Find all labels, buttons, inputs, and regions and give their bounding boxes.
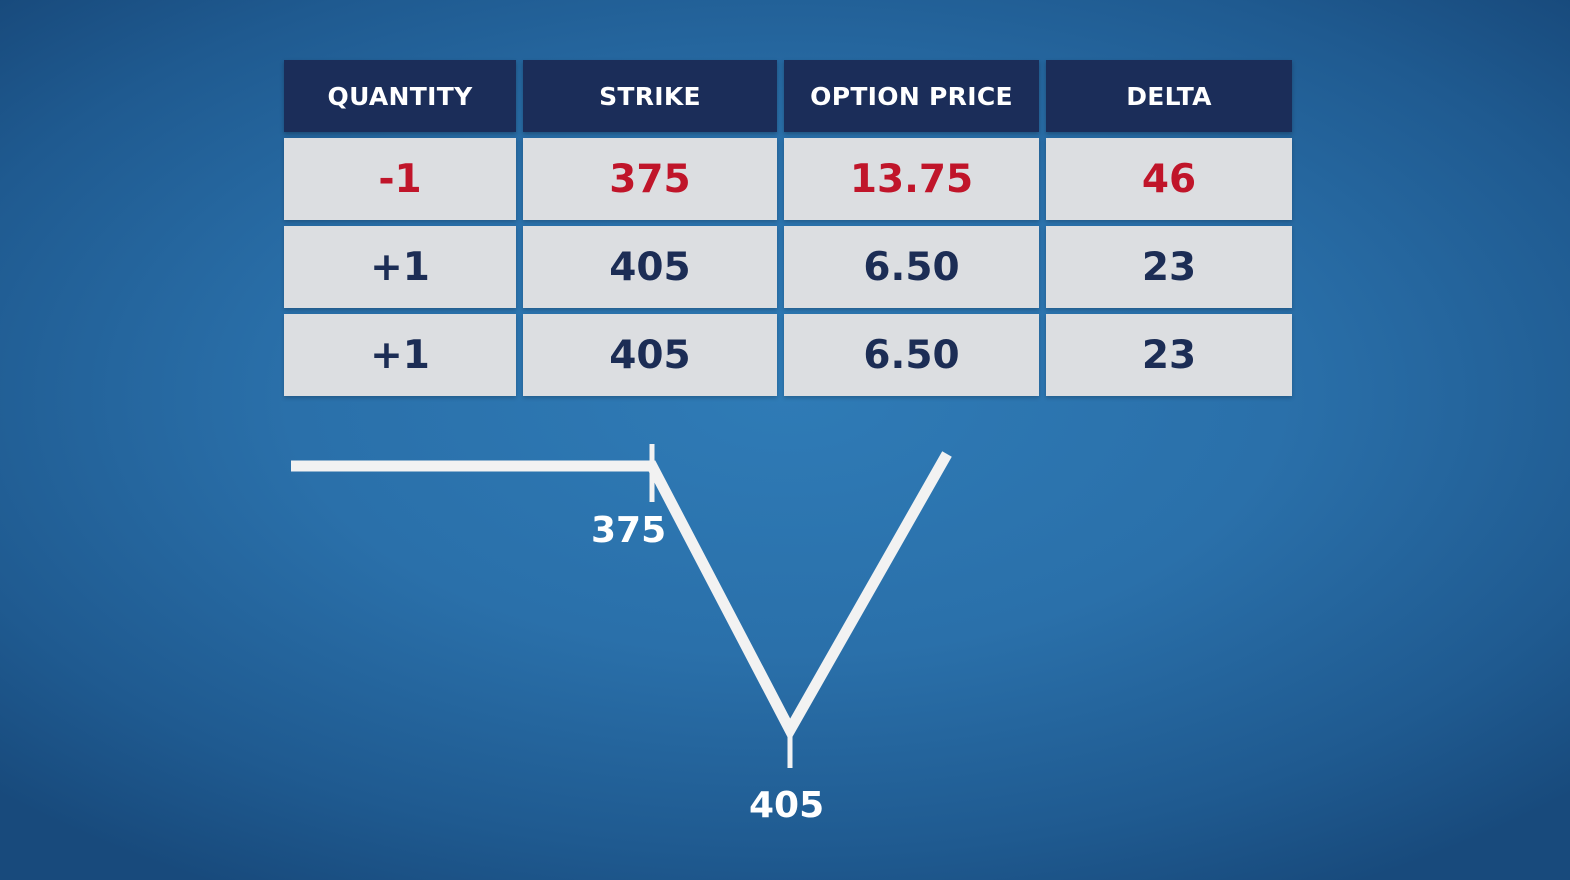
row1-delta: 46 [1046, 138, 1292, 220]
payoff-line [291, 451, 952, 742]
header-strike: STRIKE [523, 60, 777, 132]
row1-strike: 375 [523, 138, 777, 220]
row3-delta: 23 [1046, 314, 1292, 396]
header-delta: DELTA [1046, 60, 1292, 132]
row2-delta: 23 [1046, 226, 1292, 308]
options-table: QUANTITY STRIKE OPTION PRICE DELTA -1 37… [284, 60, 1292, 396]
strike-405-label: 405 [749, 785, 825, 826]
row2-option-price: 6.50 [784, 226, 1039, 308]
row1-quantity: -1 [284, 138, 516, 220]
row1-option-price: 13.75 [784, 138, 1039, 220]
row3-quantity: +1 [284, 314, 516, 396]
row3-strike: 405 [523, 314, 777, 396]
strike-375-label: 375 [591, 510, 667, 551]
row3-option-price: 6.50 [784, 314, 1039, 396]
header-quantity: QUANTITY [284, 60, 516, 132]
row2-quantity: +1 [284, 226, 516, 308]
row2-strike: 405 [523, 226, 777, 308]
header-option-price: OPTION PRICE [784, 60, 1039, 132]
